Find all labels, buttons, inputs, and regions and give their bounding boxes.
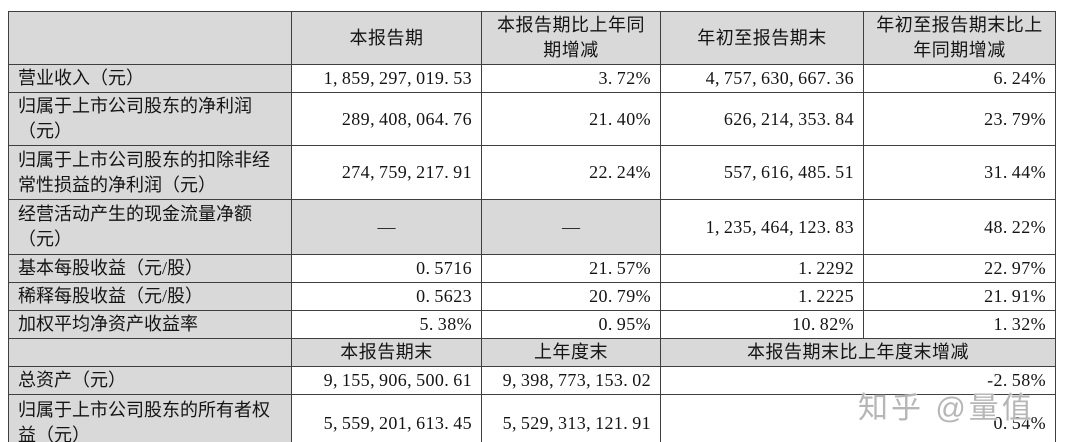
header-cell-prev-year-end: 上年度末 — [481, 338, 661, 367]
row-label: 经营活动产生的现金流量净额（元） — [8, 199, 292, 255]
cell-value: 21. 91% — [863, 282, 1056, 311]
cell-value: 1. 2225 — [660, 282, 864, 311]
cell-value: 22. 24% — [481, 145, 661, 200]
cell-value: 557, 616, 485. 51 — [660, 145, 864, 200]
header-cell-year-to-date-yoy: 年初至报告期末比上年同期增减 — [863, 11, 1056, 65]
financial-table-body: 本报告期 本报告期比上年同期增减 年初至报告期末 年初至报告期末比上年同期增减 营业收入… — [8, 11, 1056, 442]
cell-value: 0. 5716 — [291, 254, 482, 283]
cell-value: -2. 58% — [660, 366, 1056, 395]
cell-value: 21. 57% — [481, 254, 661, 283]
cell-value: 21. 40% — [481, 92, 661, 146]
cell-value: 5, 529, 313, 121. 91 — [481, 394, 661, 442]
table-row: 加权平均净资产收益率 5. 38% 0. 95% 10. 82% 1. 32% — [8, 310, 1056, 339]
row-label: 归属于上市公司股东的净利润（元） — [8, 92, 292, 146]
row-label: 加权平均净资产收益率 — [8, 310, 292, 339]
row-label: 总资产（元） — [8, 366, 292, 395]
cell-value: 22. 97% — [863, 254, 1056, 283]
financial-summary-table: 本报告期 本报告期比上年同期增减 年初至报告期末 年初至报告期末比上年同期增减 营业收入… — [8, 11, 1056, 442]
cell-value: 48. 22% — [863, 199, 1056, 255]
header-cell-period-end: 本报告期末 — [291, 338, 482, 367]
header-cell-period-end-change: 本报告期末比上年度末增减 — [660, 338, 1056, 367]
cell-value: 3. 72% — [481, 64, 661, 93]
cell-value: 626, 214, 353. 84 — [660, 92, 864, 146]
cell-value: — — [481, 199, 661, 255]
cell-value: 9, 155, 906, 500. 61 — [291, 366, 482, 395]
cell-value: 9, 398, 773, 153. 02 — [481, 366, 661, 395]
cell-value: 20. 79% — [481, 282, 661, 311]
table-row: 营业收入（元） 1, 859, 297, 019. 53 3. 72% 4, 757,… — [8, 64, 1056, 93]
cell-value: 1, 235, 464, 123. 83 — [660, 199, 864, 255]
row-label: 归属于上市公司股东的所有者权益（元） — [8, 394, 292, 442]
table-header-row-period: 本报告期 本报告期比上年同期增减 年初至报告期末 年初至报告期末比上年同期增减 — [8, 11, 1056, 65]
row-label: 稀释每股收益（元/股） — [8, 282, 292, 311]
cell-value: 0. 5623 — [291, 282, 482, 311]
cell-value: 1. 32% — [863, 310, 1056, 339]
table-row: 归属于上市公司股东的净利润（元） 289, 408, 064. 76 21. 40%… — [8, 92, 1056, 146]
cell-value: 10. 82% — [660, 310, 864, 339]
cell-value: 0. 54% — [660, 394, 1056, 442]
table-row: 归属于上市公司股东的扣除非经常性损益的净利润（元） 274, 759, 217. … — [8, 145, 1056, 200]
table-row: 归属于上市公司股东的所有者权益（元） 5, 559, 201, 613. 45 5,… — [8, 394, 1056, 442]
header-cell-blank-2 — [8, 338, 292, 367]
header-cell-current-period-yoy: 本报告期比上年同期增减 — [481, 11, 661, 65]
cell-value: 274, 759, 217. 91 — [291, 145, 482, 200]
cell-value: 5. 38% — [291, 310, 482, 339]
cell-value: 1, 859, 297, 019. 53 — [291, 64, 482, 93]
cell-value: 31. 44% — [863, 145, 1056, 200]
cell-value: 289, 408, 064. 76 — [291, 92, 482, 146]
cell-value: — — [291, 199, 482, 255]
table-row: 基本每股收益（元/股） 0. 5716 21. 57% 1. 2292 22. 97% — [8, 254, 1056, 283]
row-label: 营业收入（元） — [8, 64, 292, 93]
cell-value: 4, 757, 630, 667. 36 — [660, 64, 864, 93]
header-cell-current-period: 本报告期 — [291, 11, 482, 65]
cell-value: 6. 24% — [863, 64, 1056, 93]
cell-value: 23. 79% — [863, 92, 1056, 146]
table-row: 总资产（元） 9, 155, 906, 500. 61 9, 398, 773, 1… — [8, 366, 1056, 395]
cell-value: 1. 2292 — [660, 254, 864, 283]
row-label: 基本每股收益（元/股） — [8, 254, 292, 283]
row-label: 归属于上市公司股东的扣除非经常性损益的净利润（元） — [8, 145, 292, 200]
table-header-row-balance: 本报告期末 上年度末 本报告期末比上年度末增减 — [8, 338, 1056, 367]
header-cell-blank — [8, 11, 292, 65]
cell-value: 5, 559, 201, 613. 45 — [291, 394, 482, 442]
cell-value: 0. 95% — [481, 310, 661, 339]
table-row: 经营活动产生的现金流量净额（元） — —1, 235, 464, 123. 83 48… — [8, 199, 1056, 255]
table-row: 稀释每股收益（元/股） 0. 5623 20. 79% 1. 2225 21. 91% — [8, 282, 1056, 311]
header-cell-year-to-date: 年初至报告期末 — [660, 11, 864, 65]
